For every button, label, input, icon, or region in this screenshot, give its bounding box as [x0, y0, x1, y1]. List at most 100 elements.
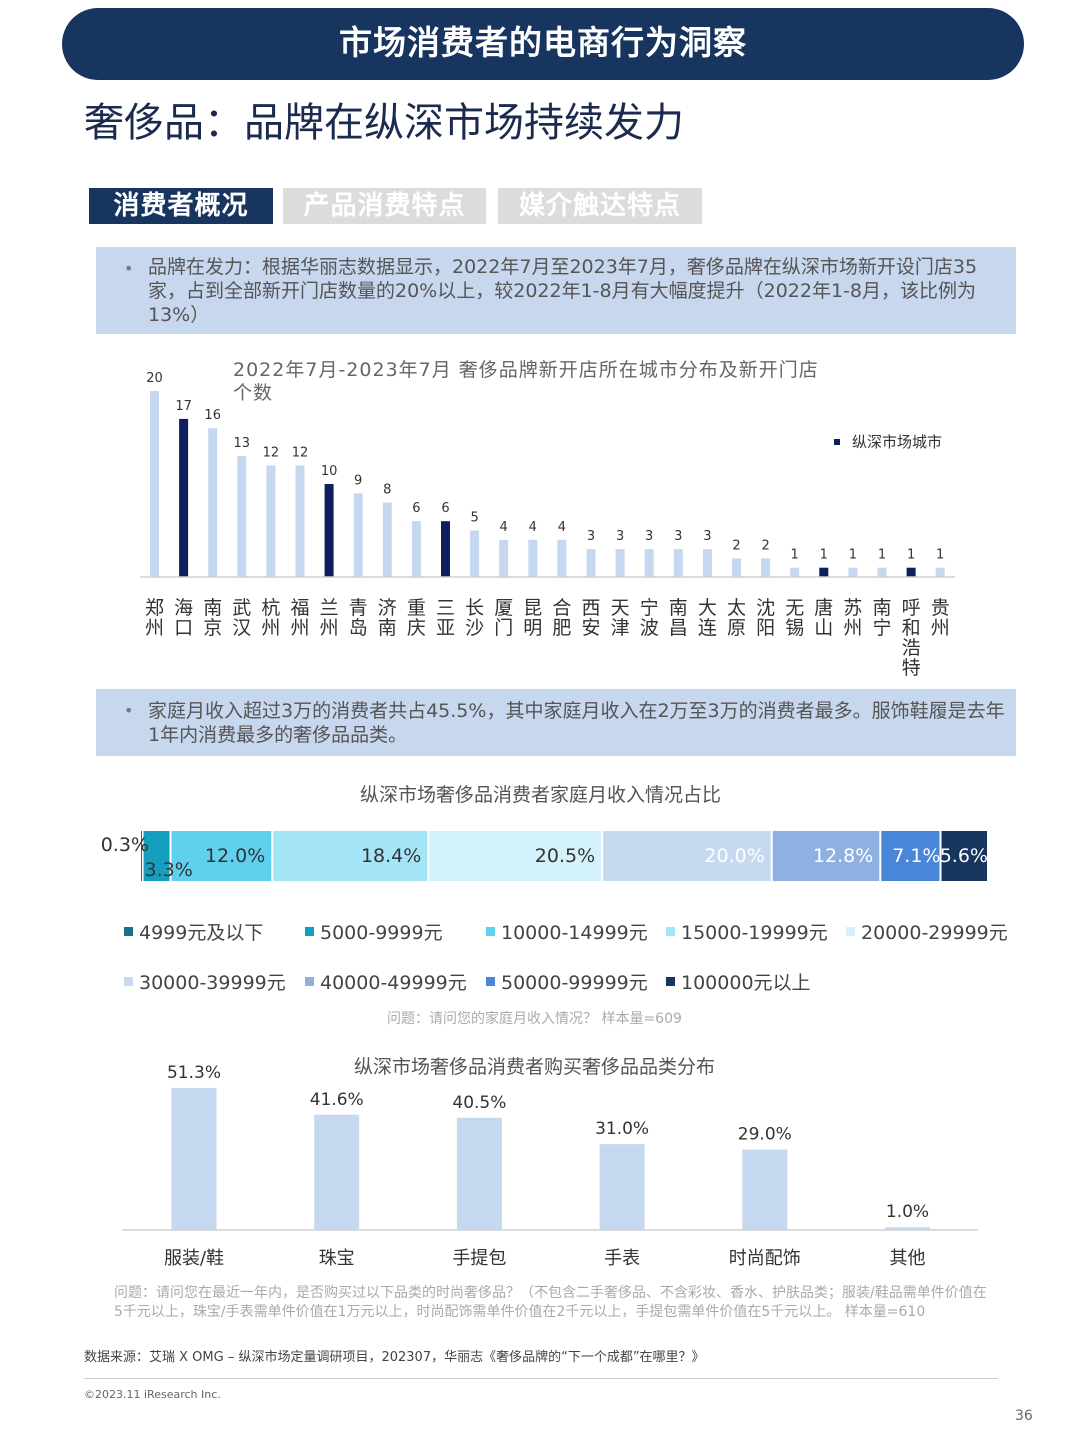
income-segment	[143, 831, 170, 881]
city-category-label: 宁波	[640, 597, 659, 639]
city-category-label: 苏州	[843, 597, 862, 639]
city-category-label: 昆明	[523, 597, 542, 639]
city-bar	[906, 567, 916, 577]
city-value-label: 4	[558, 520, 566, 535]
city-category-label: 南京	[203, 597, 222, 639]
city-category-label: 三亚	[436, 597, 455, 639]
category-bar-chart: 51.3% 41.6% 40.5% 31.0% 29.0% 1.0% 服装/鞋 珠宝 手提包 手…	[122, 1063, 978, 1269]
city-chart-title: 2022年7月-2023年7月 奢侈品牌新开店所在城市分布及新开门店个数	[233, 359, 819, 404]
legend-swatch	[305, 927, 314, 936]
income-legend-item: 20000-29999元	[846, 918, 1008, 945]
legend-swatch	[486, 977, 495, 986]
income-segment	[171, 831, 272, 881]
insight-note-brand-expansion: • 品牌在发力：根据华丽志数据显示，2022年7月至2023年7月，奢侈品牌在纵…	[96, 247, 1016, 334]
category-label: 其他	[890, 1248, 926, 1269]
income-segment	[429, 831, 602, 881]
income-segment	[273, 831, 428, 881]
legend-label: 30000-39999元	[139, 972, 286, 994]
income-chart-title: 纵深市场奢侈品消费者家庭月收入情况占比	[360, 784, 722, 806]
income-segment	[941, 831, 987, 881]
income-segment	[141, 831, 142, 881]
page-title: 奢侈品：品牌在纵深市场持续发力	[84, 100, 684, 146]
city-value-label: 1	[907, 548, 915, 563]
data-source: 数据来源：艾瑞 X OMG – 纵深市场定量调研项目，202307，华丽志《奢侈…	[84, 1350, 705, 1365]
category-bar	[171, 1087, 217, 1230]
tab-product-consumption[interactable]: 产品消费特点	[283, 188, 486, 224]
tab-media-reach[interactable]: 媒介触达特点	[498, 188, 702, 224]
city-category-label: 长沙	[465, 597, 484, 639]
city-value-label: 12	[292, 445, 309, 460]
page-number: 36	[1015, 1408, 1033, 1424]
legend-label: 40000-49999元	[320, 972, 467, 994]
city-value-label: 1	[791, 548, 799, 563]
city-category-label: 郑州	[145, 597, 164, 639]
city-bar	[324, 484, 334, 577]
city-category-label: 济南	[378, 597, 397, 639]
city-value-label: 3	[616, 529, 624, 544]
legend-label: 15000-19999元	[681, 922, 828, 944]
city-category-label: 西安	[581, 597, 600, 639]
income-value-label: 7.1%	[892, 845, 940, 867]
city-store-chart: 20 17 16 13 12 12 10 9 8 6 6 5 4 4 4 3 3 3 3 3 2 2 1 1 1 1 1 1 郑州海口…	[140, 371, 955, 679]
city-bar	[528, 539, 538, 577]
category-value-label: 29.0%	[738, 1125, 792, 1145]
city-bar	[266, 465, 276, 577]
income-value-label: 18.4%	[361, 845, 421, 867]
legend-swatch	[305, 977, 314, 986]
legend-label: 20000-29999元	[861, 922, 1008, 944]
income-value-label: 3.3%	[145, 859, 193, 881]
city-bar	[179, 418, 189, 577]
city-bar	[150, 391, 159, 577]
city-bar	[237, 456, 247, 577]
city-bar	[702, 549, 712, 577]
city-bar	[615, 549, 625, 577]
city-value-label: 3	[674, 529, 682, 544]
income-question-note: 问题：请问您的家庭月收入情况？ 样本量=609	[387, 1011, 682, 1027]
bullet-icon: •	[124, 701, 134, 720]
tab-consumer-overview[interactable]: 消费者概况	[89, 188, 273, 224]
income-value-label: 20.5%	[535, 845, 595, 867]
city-category-label: 南昌	[669, 597, 688, 639]
city-category-label: 无锡	[785, 597, 804, 639]
category-value-label: 1.0%	[886, 1202, 929, 1222]
category-label: 手提包	[452, 1248, 506, 1269]
city-bar	[295, 465, 305, 577]
income-segment	[772, 831, 880, 881]
income-legend-item: 10000-14999元	[486, 918, 648, 945]
category-label: 手表	[604, 1248, 640, 1269]
city-category-label: 杭州	[261, 597, 280, 639]
income-value-label: 20.0%	[704, 845, 764, 867]
city-value-label: 8	[383, 483, 391, 498]
page-banner: 市场消费者的电商行为洞察	[62, 8, 1024, 80]
city-category-label: 唐山	[814, 597, 833, 639]
city-value-label: 1	[936, 548, 944, 563]
city-value-label: 13	[234, 436, 251, 451]
income-segment	[881, 831, 940, 881]
insight-note-text: 家庭月收入超过3万的消费者共占45.5%，其中家庭月收入在2万至3万的消费者最多…	[148, 700, 1005, 746]
legend-swatch	[124, 927, 133, 936]
city-category-label: 青岛	[349, 597, 368, 639]
city-value-label: 3	[587, 529, 595, 544]
city-bar	[441, 521, 450, 577]
income-legend-item: 5000-9999元	[305, 918, 443, 945]
city-value-label: 5	[470, 511, 478, 526]
income-legend-item: 15000-19999元	[666, 918, 828, 945]
category-label: 时尚配饰	[729, 1248, 801, 1269]
city-category-label: 沈阳	[756, 597, 775, 639]
city-bar	[848, 567, 858, 577]
category-label: 珠宝	[319, 1248, 355, 1269]
city-bar	[208, 428, 218, 577]
legend-swatch	[124, 977, 133, 986]
income-legend-item: 100000元以上	[666, 968, 811, 995]
city-category-label: 合肥	[552, 597, 571, 639]
city-category-label: 贵州	[931, 597, 950, 639]
city-value-label: 6	[412, 501, 420, 516]
income-segment	[603, 831, 771, 881]
city-category-label: 武汉	[232, 597, 251, 639]
legend-swatch	[486, 927, 495, 936]
category-bar	[599, 1144, 645, 1230]
legend-label: 100000元以上	[681, 972, 811, 994]
city-value-label: 4	[529, 520, 537, 535]
city-bar	[644, 549, 654, 577]
category-question-note: 问题：请问您在最近一年内，是否购买过以下品类的时尚奢侈品？（不包含二手奢侈品、不…	[114, 1285, 987, 1320]
